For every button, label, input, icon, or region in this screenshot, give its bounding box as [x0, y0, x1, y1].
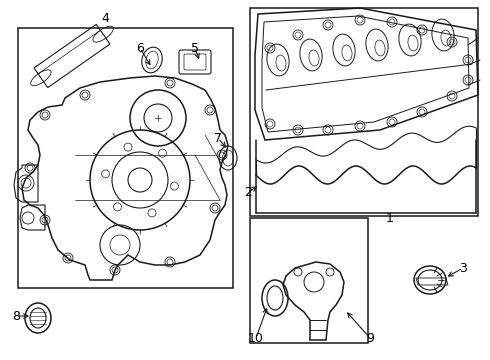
Text: 9: 9	[366, 332, 374, 345]
Bar	[18, 28, 233, 288]
Bar	[250, 8, 478, 216]
Text: 10: 10	[248, 332, 264, 345]
Text: 7: 7	[214, 131, 222, 144]
Text: 2: 2	[244, 185, 252, 198]
Text: 5: 5	[191, 41, 199, 54]
Text: 1: 1	[386, 211, 394, 225]
Text: 3: 3	[459, 261, 467, 274]
Text: 4: 4	[101, 12, 109, 24]
Text: 6: 6	[136, 41, 144, 54]
Bar	[250, 218, 368, 343]
Text: 8: 8	[12, 310, 20, 323]
